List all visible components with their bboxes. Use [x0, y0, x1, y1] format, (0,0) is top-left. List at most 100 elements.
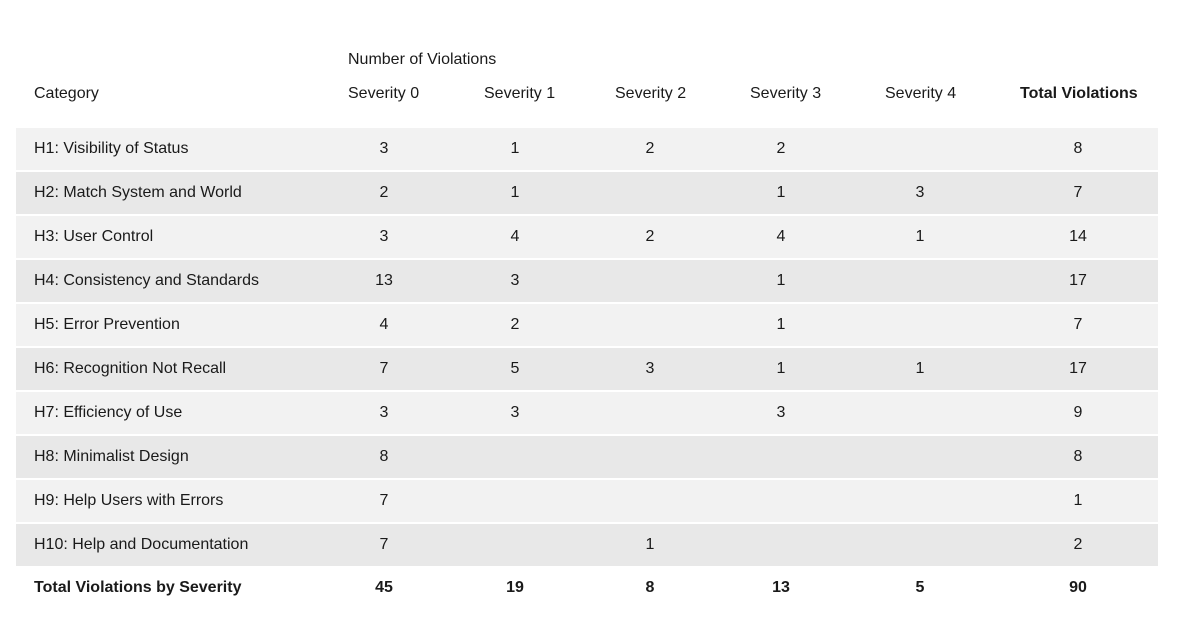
header-category: Category [34, 85, 99, 102]
row-total: 2 [1073, 536, 1083, 553]
table-row: H6: Recognition Not Recall 7 5 3 1 1 17 [16, 348, 1158, 390]
row-total: 7 [1073, 316, 1083, 333]
row-total: 17 [1069, 272, 1087, 289]
row-severity-1: 4 [510, 228, 520, 245]
row-severity-4 [880, 304, 960, 346]
row-severity-2 [610, 304, 690, 346]
row-severity-1: 3 [510, 404, 520, 421]
row-divider [16, 170, 1158, 172]
row-divider [16, 258, 1158, 260]
row-severity-3: 2 [776, 140, 786, 157]
row-severity-0: 3 [379, 228, 389, 245]
grand-total: 90 [1069, 579, 1087, 596]
row-severity-0: 2 [379, 184, 389, 201]
row-severity-1: 1 [510, 184, 520, 201]
row-severity-2: 2 [645, 140, 655, 157]
row-severity-4 [880, 524, 960, 566]
header-severity-3: Severity 3 [750, 85, 822, 102]
row-severity-2 [610, 392, 690, 434]
header-severity-1: Severity 1 [484, 85, 556, 102]
row-severity-2: 1 [645, 536, 655, 553]
row-severity-0: 7 [379, 536, 389, 553]
row-total: 17 [1069, 360, 1087, 377]
row-severity-4 [880, 480, 960, 522]
row-severity-0: 13 [375, 272, 393, 289]
row-severity-0: 7 [379, 492, 389, 509]
header-total: Total Violations [1020, 85, 1138, 102]
row-severity-3: 1 [776, 360, 786, 377]
header-severity-4: Severity 4 [885, 85, 957, 102]
row-total: 8 [1073, 448, 1083, 465]
row-severity-1: 5 [510, 360, 520, 377]
table-row: H3: User Control 3 4 2 4 1 14 [16, 216, 1158, 258]
totals-label: Total Violations by Severity [34, 579, 242, 596]
header-severity-0: Severity 0 [348, 85, 420, 102]
row-category: H9: Help Users with Errors [34, 492, 224, 509]
row-severity-1 [475, 480, 555, 522]
row-severity-3: 4 [776, 228, 786, 245]
row-severity-1: 1 [510, 140, 520, 157]
super-header: Number of Violations [348, 51, 497, 68]
total-severity-2: 8 [645, 579, 655, 596]
total-severity-3: 13 [772, 579, 790, 596]
row-severity-3 [741, 436, 821, 478]
row-divider [16, 478, 1158, 480]
row-total: 14 [1069, 228, 1087, 245]
row-severity-3: 3 [776, 404, 786, 421]
row-severity-2: 2 [645, 228, 655, 245]
row-category: H8: Minimalist Design [34, 448, 189, 465]
row-category: H5: Error Prevention [34, 316, 180, 333]
row-category: H10: Help and Documentation [34, 536, 249, 553]
row-severity-0: 3 [379, 140, 389, 157]
row-severity-2 [610, 172, 690, 214]
row-divider [16, 302, 1158, 304]
row-severity-1 [475, 524, 555, 566]
table-row: H8: Minimalist Design 8 8 [16, 436, 1158, 478]
header-severity-2: Severity 2 [615, 85, 687, 102]
table-row: H1: Visibility of Status 3 1 2 2 8 [16, 128, 1158, 170]
total-severity-4: 5 [915, 579, 925, 596]
row-severity-1: 3 [510, 272, 520, 289]
row-divider [16, 214, 1158, 216]
row-total: 1 [1073, 492, 1083, 509]
total-severity-0: 45 [375, 579, 393, 596]
row-category: H6: Recognition Not Recall [34, 360, 227, 377]
row-severity-3: 1 [776, 184, 786, 201]
row-category: H2: Match System and World [34, 184, 242, 201]
row-divider [16, 390, 1158, 392]
row-severity-2 [610, 260, 690, 302]
row-total: 7 [1073, 184, 1083, 201]
total-severity-1: 19 [506, 579, 524, 596]
row-severity-0: 7 [379, 360, 389, 377]
table-row: H10: Help and Documentation 7 1 2 [16, 524, 1158, 566]
row-severity-2: 3 [645, 360, 655, 377]
row-severity-3 [741, 480, 821, 522]
row-total: 9 [1073, 404, 1083, 421]
row-severity-4 [880, 436, 960, 478]
row-divider [16, 434, 1158, 436]
row-severity-1: 2 [510, 316, 520, 333]
row-severity-0: 8 [379, 448, 389, 465]
table-body: H1: Visibility of Status 3 1 2 2 8 H2: M… [16, 128, 1158, 566]
row-severity-3 [741, 524, 821, 566]
row-severity-4: 1 [915, 360, 925, 377]
header-row: Category Severity 0 Severity 1 Severity … [16, 84, 1158, 104]
row-severity-4: 1 [915, 228, 925, 245]
row-divider [16, 346, 1158, 348]
table-row: H5: Error Prevention 4 2 1 7 [16, 304, 1158, 346]
row-category: H3: User Control [34, 228, 154, 245]
row-category: H7: Efficiency of Use [34, 404, 183, 421]
row-category: H4: Consistency and Standards [34, 272, 260, 289]
row-severity-2 [610, 480, 690, 522]
row-total: 8 [1073, 140, 1083, 157]
row-severity-4 [880, 392, 960, 434]
table-row: H9: Help Users with Errors 7 1 [16, 480, 1158, 522]
table-row: H4: Consistency and Standards 13 3 1 17 [16, 260, 1158, 302]
row-severity-2 [610, 436, 690, 478]
row-severity-0: 4 [379, 316, 389, 333]
row-severity-4: 3 [915, 184, 925, 201]
row-severity-1 [475, 436, 555, 478]
row-category: H1: Visibility of Status [34, 140, 189, 157]
row-severity-0: 3 [379, 404, 389, 421]
row-severity-4 [880, 260, 960, 302]
